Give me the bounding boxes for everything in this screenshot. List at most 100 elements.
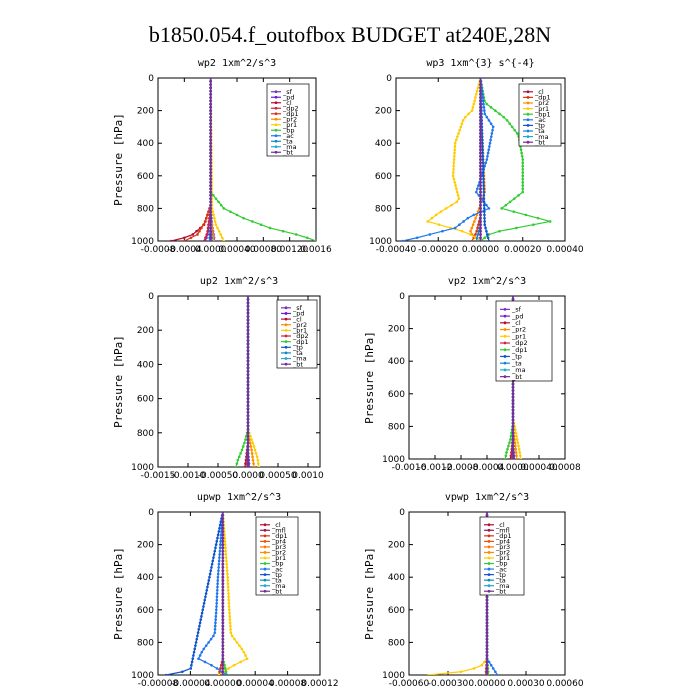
series-point: [479, 93, 482, 96]
x-tick-label: 0.00000: [468, 679, 505, 689]
series-point: [485, 233, 489, 236]
legend-marker: [503, 307, 507, 311]
series-point: [511, 421, 515, 425]
x-tick-label: -0.00040: [376, 245, 417, 255]
legend-marker: [487, 584, 491, 588]
chart-panel: vp2 1xm^2/s^3 Pressure [hPa] 0 200 400 600 800…: [363, 276, 581, 473]
legend-marker: [263, 589, 267, 593]
series-point: [479, 174, 482, 178]
series-point: [504, 454, 508, 458]
series-point: [203, 660, 207, 664]
series-point: [221, 540, 225, 543]
series-point: [479, 236, 482, 240]
series-point: [246, 335, 250, 339]
series-point: [496, 673, 499, 675]
series-point: [214, 543, 218, 546]
legend-label: _ac: [271, 565, 283, 573]
legend-marker: [503, 314, 507, 318]
series-point: [221, 660, 225, 664]
y-tick-label: 800: [137, 429, 154, 439]
series-point: [493, 109, 497, 112]
series-point: [221, 575, 225, 579]
legend-label: _pr1: [292, 327, 307, 335]
legend-label: _pr1: [534, 105, 549, 113]
series-point: [434, 213, 438, 217]
series-point: [482, 203, 486, 207]
series-point: [221, 559, 225, 563]
series-point: [511, 447, 515, 451]
x-tick-label: 0.00030: [507, 679, 544, 689]
series-point: [246, 424, 250, 428]
panel-title: vpwp 1xm^2/s^3: [445, 492, 529, 503]
series-point: [453, 145, 457, 148]
legend-label: _ma: [534, 133, 549, 141]
series-point: [521, 174, 525, 178]
series-point: [215, 595, 219, 599]
series-point: [456, 135, 459, 138]
series-point: [238, 644, 241, 647]
series-point: [228, 611, 231, 615]
series-point: [200, 611, 204, 615]
series-point: [209, 125, 212, 129]
legend: _cl_dp1_pr2_pr1_bp1_ac_tp_ta_ma_bt: [518, 83, 562, 146]
series-point: [479, 226, 482, 230]
series-line-tp: [165, 512, 224, 675]
series-point: [209, 122, 212, 125]
series-point: [221, 621, 225, 625]
series-point: [221, 588, 225, 592]
series-point: [209, 223, 212, 226]
legend-label: _sf: [292, 304, 303, 312]
series-point: [485, 631, 489, 634]
series-point: [209, 115, 212, 119]
legend-label: _sf: [511, 306, 522, 314]
series-point: [485, 621, 489, 625]
x-tick-label: 0.00120: [271, 245, 308, 255]
series-point: [454, 138, 458, 142]
series-point: [454, 184, 457, 187]
chart-panel: wp2 1xm^2/s^3 Pressure [hPa] 0 200 400 600 800…: [112, 58, 332, 255]
series-point: [211, 210, 215, 213]
series-point: [246, 339, 250, 342]
series-point: [246, 407, 250, 411]
series-point: [213, 631, 217, 634]
series-point: [485, 624, 489, 628]
series-point: [257, 465, 261, 467]
series-point: [250, 438, 253, 441]
series-point: [519, 457, 523, 459]
x-tick-label: 0.0000: [497, 463, 529, 473]
series-point: [519, 148, 523, 152]
series-point: [483, 213, 486, 217]
series-point: [521, 184, 525, 187]
legend-label: _pd: [511, 312, 524, 320]
y-tick-label: 400: [388, 573, 405, 583]
series-point: [196, 634, 199, 638]
series-point: [246, 428, 250, 431]
series-point: [246, 445, 250, 448]
series-point: [479, 141, 482, 145]
series-point: [242, 650, 246, 654]
series-point: [489, 135, 493, 138]
series-point: [194, 644, 197, 647]
series-point: [485, 663, 489, 667]
legend-label: _pr2: [271, 549, 286, 557]
series-point: [485, 611, 489, 615]
y-tick-label: 400: [137, 360, 154, 370]
legend-marker: [526, 118, 530, 122]
series-point: [209, 239, 212, 241]
series-point: [305, 236, 309, 240]
y-tick-label: 1000: [131, 237, 154, 247]
legend-label: _bt: [511, 373, 522, 381]
legend: _sf_pd_cl_pr2_pr1_dp2_dp1_tp_ta_ma_bt: [276, 299, 318, 368]
series-point: [439, 210, 443, 213]
series-point: [251, 220, 254, 223]
x-tick-label: 0.00050: [259, 471, 296, 481]
series-point: [206, 213, 209, 217]
series-point: [210, 562, 214, 566]
series-point: [479, 239, 482, 241]
legend-label: _pr2: [511, 326, 526, 334]
legend-marker: [263, 573, 267, 577]
y-tick-label: 1000: [382, 455, 405, 465]
legend-label: _bp: [282, 126, 295, 134]
series-point: [452, 158, 456, 161]
series-point: [441, 229, 444, 233]
